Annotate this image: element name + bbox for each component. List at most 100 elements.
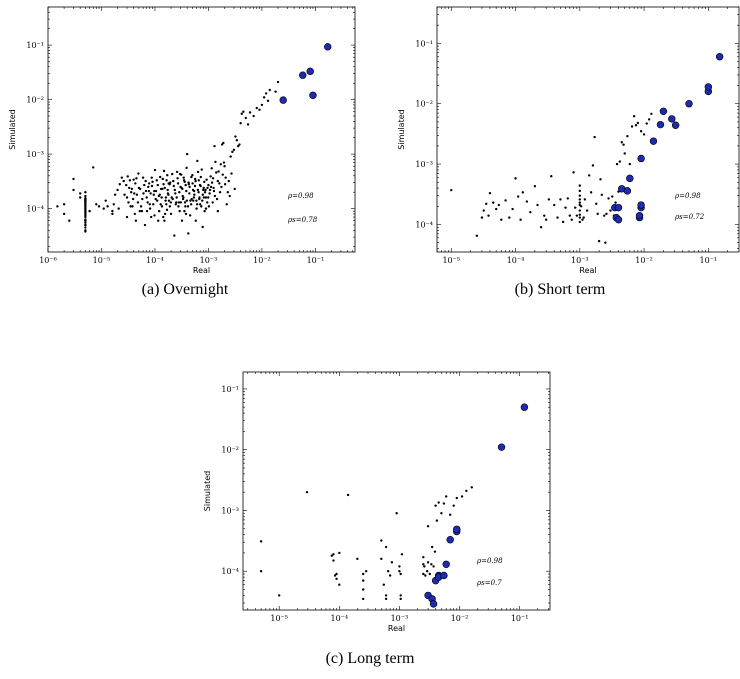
y-tick-label: 10⁻² [26,96,44,105]
small-data-point [62,203,66,206]
small-data-point [224,176,227,179]
small-data-point [529,210,532,214]
small-data-point [189,203,193,206]
x-tick-label: 10⁻³ [391,614,409,623]
small-data-point [158,175,162,179]
small-data-point [632,115,636,118]
large-data-point [704,83,713,91]
small-data-point [216,209,220,213]
chart-panel-short-term: 10⁻⁵ 10⁻⁴ 10⁻³ 10⁻² 10⁻¹ 10⁻⁴ 10⁻³ 10⁻² 10⁻¹ Real… [370,0,740,320]
small-data-point [204,207,208,210]
small-data-point [636,121,640,125]
small-data-point [184,205,187,208]
small-data-point [191,174,194,177]
small-data-point [172,179,175,183]
small-data-point [364,570,368,573]
small-data-point [219,163,222,166]
small-data-point [395,512,398,515]
small-data-point [362,597,365,601]
small-data-point [197,179,200,182]
small-data-point [550,175,553,178]
small-data-point [158,193,161,196]
small-data-point [175,170,179,174]
small-data-point [165,208,169,212]
small-data-point [497,203,501,207]
small-data-point [362,572,365,576]
small-data-point [161,177,164,181]
large-data-point [429,600,438,608]
chart-panel-overnight: 10⁻⁶ 10⁻⁵ 10⁻⁴ 10⁻³ 10⁻² 10⁻¹ 10⁻⁴ 10⁻³ 10⁻² 10⁻¹… [0,0,370,320]
caption-long-term: (c) Long term [325,650,415,667]
caption-short-term: (b) Short term [514,281,606,298]
small-data-point [153,168,157,172]
large-data-point [279,96,287,104]
small-data-point [240,112,243,115]
small-data-point [140,209,144,213]
small-data-point [200,205,203,208]
y-axis-label: Simulated [203,471,212,511]
small-data-point [589,191,593,194]
small-data-point [173,234,176,237]
small-data-point [223,165,226,168]
small-data-point [210,181,214,184]
small-data-point [149,192,152,195]
small-data-point [581,218,584,221]
small-data-point [194,219,197,222]
small-data-point [192,199,195,202]
small-data-point [201,199,204,202]
large-data-point [324,43,332,51]
small-data-point [607,197,610,200]
small-data-point [268,88,271,92]
small-data-point [209,175,212,178]
small-data-point [574,206,577,209]
large-data-point [623,187,632,195]
small-data-point [232,148,236,151]
small-data-point [191,182,194,185]
small-data-point [266,99,270,103]
small-data-point [204,196,208,199]
small-data-point [157,219,160,222]
small-data-point [434,504,437,507]
small-data-point [126,175,129,178]
small-data-point [277,594,281,597]
small-data-point [382,583,386,586]
small-data-point [634,124,638,127]
small-data-point [262,96,266,99]
small-data-point [390,561,394,564]
small-data-point [132,178,135,181]
small-data-point [216,179,220,183]
small-data-point [449,513,452,516]
small-data-point [184,212,188,216]
small-data-point [174,192,177,195]
y-tick-label: 10⁻² [221,446,239,455]
small-data-point [185,199,189,202]
small-data-point [208,192,211,195]
small-data-point [194,179,197,183]
small-data-point [432,565,435,568]
large-data-point [668,115,676,123]
small-data-point [203,191,207,194]
small-data-point [465,489,468,493]
small-data-point [217,170,220,173]
small-data-point [212,186,215,190]
small-data-point [199,175,203,179]
small-data-point [460,495,464,498]
x-tick-label: 10⁻⁴ [507,256,525,265]
small-data-point [193,184,197,188]
small-data-point [153,214,156,217]
small-data-point [84,203,87,207]
large-data-point [306,67,314,76]
pearson-correlation-annotation: ρ=0.98 [476,557,503,565]
small-data-point [192,196,196,199]
small-data-point [172,184,175,188]
large-data-point [440,571,448,580]
small-data-point [206,186,209,190]
small-data-point [426,570,429,573]
small-data-point [252,114,255,118]
small-data-point [168,205,172,208]
x-tick-label: 10⁻² [253,256,271,265]
small-data-point [561,220,565,224]
large-data-point [659,107,668,115]
small-data-point [145,196,148,199]
small-data-point [593,135,596,139]
